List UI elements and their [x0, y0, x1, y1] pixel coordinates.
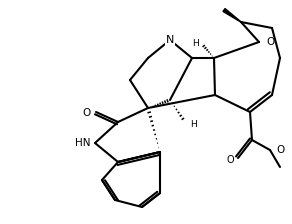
Text: H: H [192, 39, 199, 47]
Polygon shape [223, 9, 241, 22]
Text: N: N [166, 35, 174, 45]
Text: O: O [83, 108, 91, 118]
Text: O: O [276, 145, 284, 155]
Text: O: O [226, 155, 234, 165]
Text: H: H [190, 119, 197, 129]
Text: O: O [266, 37, 274, 47]
Text: HN: HN [76, 138, 91, 148]
